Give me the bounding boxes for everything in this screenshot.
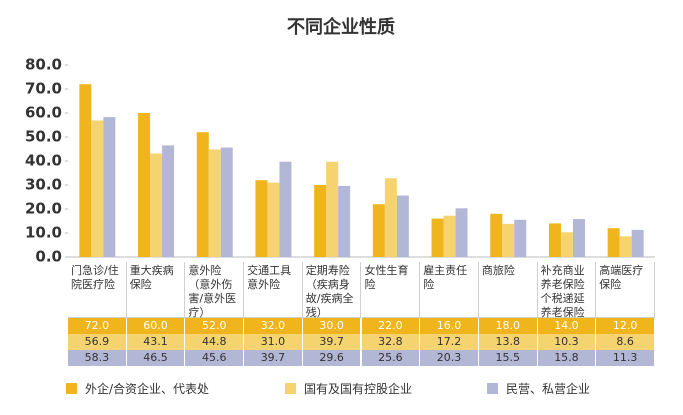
table-value: 25.6 <box>361 350 421 366</box>
legend-swatch <box>66 383 77 394</box>
table-value: 17.2 <box>420 334 479 350</box>
bar <box>384 178 397 257</box>
y-tick-label: 0.0 <box>35 248 62 266</box>
bar <box>455 208 468 257</box>
bar <box>631 229 644 257</box>
category-label: 意外险（意外伤害/意外医疗） <box>185 262 245 319</box>
table-value: 43.1 <box>126 334 186 350</box>
category-label: 商旅险 <box>478 262 538 318</box>
table-value: 18.0 <box>478 318 538 334</box>
legend-label: 民营、私营企业 <box>506 382 591 396</box>
y-tick-label: 80.0 <box>25 56 62 74</box>
legend-item: 民营、私营企业 <box>487 380 590 397</box>
table-value: 29.6 <box>302 350 362 366</box>
table-value: 44.8 <box>185 334 245 350</box>
table-value: 13.8 <box>478 334 538 350</box>
y-tick-label: 70.0 <box>25 80 62 98</box>
bar <box>255 180 268 257</box>
table-value: 16.0 <box>420 318 479 334</box>
bar <box>443 215 456 257</box>
table-value: 15.8 <box>537 350 597 366</box>
legend-swatch <box>487 383 498 394</box>
table-value: 56.9 <box>68 334 127 350</box>
bar <box>396 195 409 257</box>
bar <box>208 149 221 257</box>
table-value: 30.0 <box>302 318 362 334</box>
bar <box>326 161 339 257</box>
category-label: 门急诊/住院医疗险 <box>68 262 127 318</box>
bar <box>267 182 280 257</box>
table-value: 72.0 <box>68 318 127 334</box>
table-value: 60.0 <box>126 318 186 334</box>
bar <box>314 185 327 257</box>
category-label: 补充商业养老保险个税递延养老保险 <box>537 262 597 319</box>
bar <box>431 218 444 257</box>
bar <box>372 204 385 257</box>
legend-item: 国有及国有控股企业 <box>285 380 412 397</box>
table-value: 14.0 <box>537 318 597 334</box>
y-tick-label: 30.0 <box>25 176 62 194</box>
table-value: 52.0 <box>185 318 245 334</box>
bar <box>79 84 92 257</box>
table-value: 58.3 <box>68 350 127 366</box>
category-label: 定期寿险（疾病身故/疾病全残） <box>302 262 362 319</box>
y-tick-label: 60.0 <box>25 104 62 122</box>
bar <box>91 120 104 257</box>
bar <box>196 132 209 257</box>
bar <box>490 213 503 257</box>
category-label: 重大疾病保险 <box>126 262 186 318</box>
bar <box>560 232 573 257</box>
legend-label: 外企/合资企业、代表处 <box>85 382 210 396</box>
bar <box>103 117 116 257</box>
bar <box>338 185 351 257</box>
y-tick-label: 10.0 <box>25 224 62 242</box>
table-value: 10.3 <box>537 334 597 350</box>
table-value: 32.0 <box>244 318 303 334</box>
bar <box>607 228 620 257</box>
legend-item: 外企/合资企业、代表处 <box>66 380 209 397</box>
table-value: 22.0 <box>361 318 421 334</box>
table-value: 12.0 <box>596 318 655 334</box>
bar <box>514 219 527 257</box>
bar <box>619 236 632 257</box>
category-label: 女性生育险 <box>361 262 421 318</box>
table-value: 39.7 <box>302 334 362 350</box>
table-value: 39.7 <box>244 350 303 366</box>
table-value: 15.5 <box>478 350 538 366</box>
y-tick-label: 20.0 <box>25 200 62 218</box>
table-value: 32.8 <box>361 334 421 350</box>
category-label: 雇主责任险 <box>420 262 479 318</box>
chart-title: 不同企业性质 <box>287 16 395 38</box>
table-value: 45.6 <box>185 350 245 366</box>
bar <box>138 113 151 257</box>
bar <box>548 223 561 257</box>
bar <box>162 145 175 257</box>
category-label: 交通工具意外险 <box>244 262 303 318</box>
table-value: 8.6 <box>596 334 655 350</box>
bar <box>150 153 163 257</box>
bar <box>220 147 233 257</box>
y-tick-label: 50.0 <box>25 128 62 146</box>
table-value: 46.5 <box>126 350 186 366</box>
legend-label: 国有及国有控股企业 <box>304 382 413 396</box>
table-value: 31.0 <box>244 334 303 350</box>
category-label: 高端医疗保险 <box>596 262 655 318</box>
bar <box>572 219 585 257</box>
bar <box>279 161 292 257</box>
bar <box>502 223 515 257</box>
y-tick-label: 40.0 <box>25 152 62 170</box>
table-value: 11.3 <box>596 350 655 366</box>
table-value: 20.3 <box>420 350 479 366</box>
legend-swatch <box>285 383 296 394</box>
